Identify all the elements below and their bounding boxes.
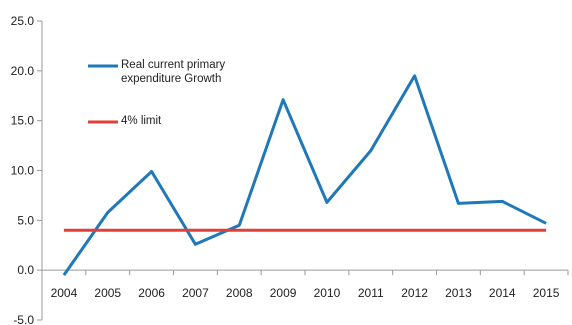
x-tick-label: 2013 xyxy=(445,286,472,300)
x-tick-label: 2008 xyxy=(226,286,253,300)
y-tick-label: 20.0 xyxy=(11,64,35,78)
legend-label: 4% limit xyxy=(121,115,162,127)
x-tick-label: 2010 xyxy=(314,286,341,300)
legend: Real current primary expenditure Growth 4%… xyxy=(88,59,225,127)
x-tick-label: 2005 xyxy=(94,286,121,300)
series-lines xyxy=(62,74,547,276)
y-tick-label: 0.0 xyxy=(17,263,34,277)
y-tick-label: 10.0 xyxy=(11,164,35,178)
x-tick-label: 2014 xyxy=(489,286,516,300)
x-tick-label: 2011 xyxy=(358,286,384,300)
x-tick-label: 2006 xyxy=(138,286,165,300)
y-tick-label: -5.0 xyxy=(13,313,34,325)
series-line-0 xyxy=(62,74,547,276)
legend-label: expenditure Growth xyxy=(121,73,221,85)
x-tick-label: 2015 xyxy=(533,286,560,300)
y-ticks: 25.0 20.0 15.0 10.0 5.0 0.0 -5.0 xyxy=(11,14,42,325)
y-tick-label: 5.0 xyxy=(17,213,34,227)
y-tick-label: 25.0 xyxy=(11,14,35,28)
x-tick-label: 2009 xyxy=(270,286,297,300)
x-tick-label: 2007 xyxy=(182,286,209,300)
legend-label: Real current primary xyxy=(121,59,225,71)
x-tick-label: 2004 xyxy=(51,286,78,300)
x-ticks: 2004 2005 2006 2007 2008 2009 2010 2011 2012 2013… xyxy=(41,270,569,300)
x-tick-label: 2012 xyxy=(401,286,428,300)
y-tick-label: 15.0 xyxy=(11,114,35,128)
